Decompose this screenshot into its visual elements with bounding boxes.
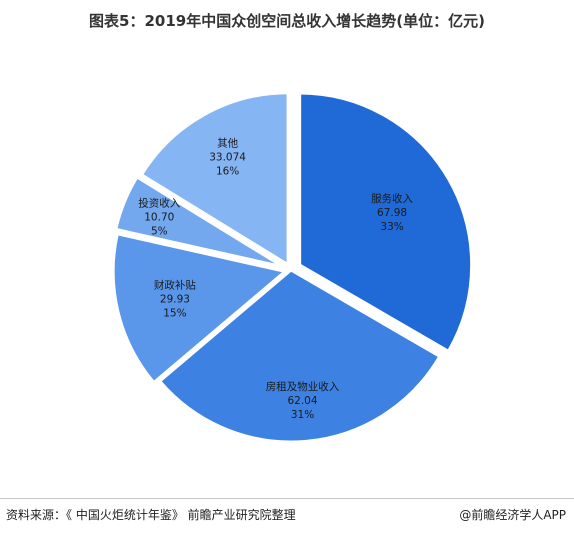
brand-credit: @前瞻经济学人APP bbox=[459, 508, 566, 522]
pie-slice bbox=[298, 91, 474, 354]
footer-divider bbox=[0, 498, 574, 499]
slice-label-name: 投资收入 bbox=[138, 197, 180, 210]
slice-label-value: 29.93 bbox=[160, 294, 190, 306]
pie-slice bbox=[113, 174, 285, 269]
slice-label-name: 财政补贴 bbox=[154, 279, 196, 292]
slice-label-name: 服务收入 bbox=[371, 192, 413, 205]
slice-label-name: 其他 bbox=[217, 137, 238, 150]
slice-label-value: 67.98 bbox=[377, 207, 407, 219]
pie-slice bbox=[139, 91, 290, 268]
slice-label-percent: 16% bbox=[216, 166, 239, 178]
slice-label-percent: 15% bbox=[163, 308, 186, 320]
source-note: 资料来源：《 中国火炬统计年鉴》 前瞻产业研究院整理 bbox=[6, 508, 296, 522]
slice-label-value: 62.04 bbox=[287, 395, 317, 407]
pie-slice bbox=[157, 268, 442, 444]
slice-label-name: 房租及物业收入 bbox=[266, 380, 340, 393]
slice-label-value: 33.074 bbox=[209, 152, 246, 164]
slice-label-percent: 31% bbox=[291, 409, 314, 421]
slice-label-value: 10.70 bbox=[144, 212, 174, 224]
chart-title: 图表5：2019年中国众创空间总收入增长趋势(单位：亿元) bbox=[89, 12, 485, 30]
pie-slice bbox=[111, 231, 289, 385]
slice-label-percent: 5% bbox=[151, 226, 168, 238]
slice-label-percent: 33% bbox=[380, 221, 403, 233]
